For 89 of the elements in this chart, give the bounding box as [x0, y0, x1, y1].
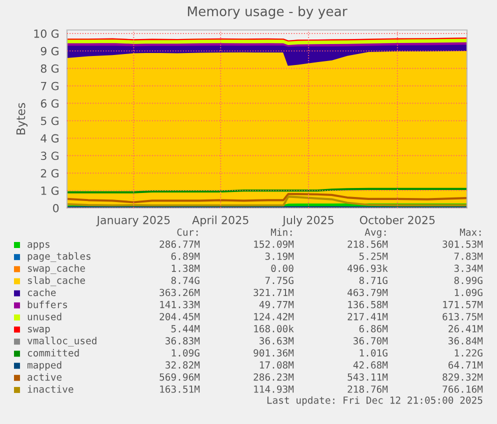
text: 0.00: [271, 264, 294, 272]
text: 6.86M: [359, 325, 388, 332]
text: 36.70M: [354, 337, 388, 344]
legend-label: vmalloc_used: [27, 336, 96, 347]
line-series: [67, 196, 467, 206]
y-tick-label: 6 G: [40, 99, 58, 108]
text: 218.76M: [348, 385, 388, 393]
x-tick-label: January 2025: [96, 216, 170, 226]
text: 1.22G: [454, 349, 482, 357]
chart-title: Memory usage - by year: [188, 6, 348, 19]
text: 3.34M: [454, 264, 483, 272]
text: Max:: [460, 228, 481, 236]
text: Avg:: [364, 228, 386, 238]
legend-label: apps: [28, 242, 50, 250]
text: 613.75M: [442, 312, 483, 320]
legend-label: mapped: [28, 361, 62, 371]
text: 64.71M: [448, 361, 483, 369]
legend-label: active: [28, 373, 62, 381]
x-tick-label: April 2025: [192, 216, 248, 226]
text: 204.45M: [160, 312, 200, 320]
y-tick-label: 5 G: [41, 116, 58, 126]
y-tick-label: 7 G: [41, 82, 58, 90]
text: 5.25M: [359, 252, 388, 260]
text: 3.19M: [265, 252, 294, 260]
text: 301.53M: [442, 240, 483, 248]
text: 36.83M: [166, 337, 200, 344]
text: 496.93k: [348, 264, 388, 272]
legend-label: committed: [28, 349, 79, 357]
text: Last update: Fri Dec 12 21:05:00 2025: [267, 396, 482, 406]
text: Cur:: [177, 228, 198, 236]
text: 569.96M: [160, 373, 200, 381]
text: 171.57M: [443, 301, 483, 308]
text: 114.93M: [254, 385, 294, 393]
text: 42.68M: [353, 361, 388, 369]
text: 218.56M: [348, 240, 388, 248]
text: 124.42M: [254, 312, 294, 320]
text: 5.44M: [171, 325, 200, 332]
x-tick-label: October 2025: [360, 216, 435, 224]
y-tick-label: 2 G: [40, 169, 58, 178]
text: 7.83M: [454, 252, 483, 260]
text: 363.26M: [160, 288, 200, 296]
text: 36.63M: [260, 337, 294, 344]
legend-label: swap: [28, 326, 50, 334]
text: 286.77M: [160, 240, 200, 248]
y-tick-label: 1 G: [41, 186, 58, 195]
text: 163.51M: [160, 385, 200, 393]
text: 26.41M: [448, 325, 483, 332]
text: 1.09G: [172, 349, 200, 357]
text: 6.89M: [171, 252, 200, 260]
text: 1.01G: [360, 349, 388, 357]
text: 766.16M: [442, 385, 483, 393]
legend-label: buffers: [28, 300, 68, 308]
text: 168.00k: [254, 324, 294, 332]
y-tick-label: 0: [53, 204, 59, 212]
text: 321.71M: [254, 288, 294, 296]
text: 141.33M: [160, 300, 200, 308]
text: 152.09M: [254, 240, 294, 248]
text: 286.23M: [254, 373, 294, 381]
legend-label: slab_cache: [28, 276, 85, 286]
text: 8.99G: [454, 276, 482, 284]
y-tick-label: 4 G: [40, 134, 58, 143]
text: 8.74G: [171, 276, 200, 284]
text: 32.82M: [166, 361, 200, 369]
text: 543.11M: [348, 373, 388, 381]
text: 463.79M: [348, 288, 388, 296]
text: 1.09G: [454, 288, 482, 296]
text: 1.38M: [172, 264, 200, 272]
legend-label: swap_cache: [28, 264, 85, 274]
line-series: [67, 192, 467, 204]
text: 829.32M: [442, 373, 483, 381]
text: 49.77M: [259, 300, 294, 308]
y-axis-title: Bytes: [16, 103, 28, 134]
text: 7.75G: [265, 276, 294, 284]
text: Min:: [270, 228, 292, 236]
text: 901.36M: [254, 349, 294, 357]
legend-label: inactive: [28, 385, 74, 393]
text: 17.08M: [260, 361, 294, 369]
text: 8.71G: [359, 276, 388, 284]
y-tick-label: 10 G: [34, 29, 58, 38]
legend-label: cache: [28, 288, 56, 296]
legend-label: unused: [28, 312, 62, 320]
y-tick-label: 9 G: [40, 46, 58, 56]
legend-label: page_tables: [28, 252, 90, 262]
y-tick-label: 8 G: [40, 64, 58, 73]
text: 217.41M: [348, 312, 388, 320]
y-tick-label: 3 G: [41, 152, 58, 160]
x-tick-label: July 2025: [282, 216, 334, 226]
text: 136.58M: [348, 300, 388, 308]
text: 36.84M: [448, 337, 483, 344]
